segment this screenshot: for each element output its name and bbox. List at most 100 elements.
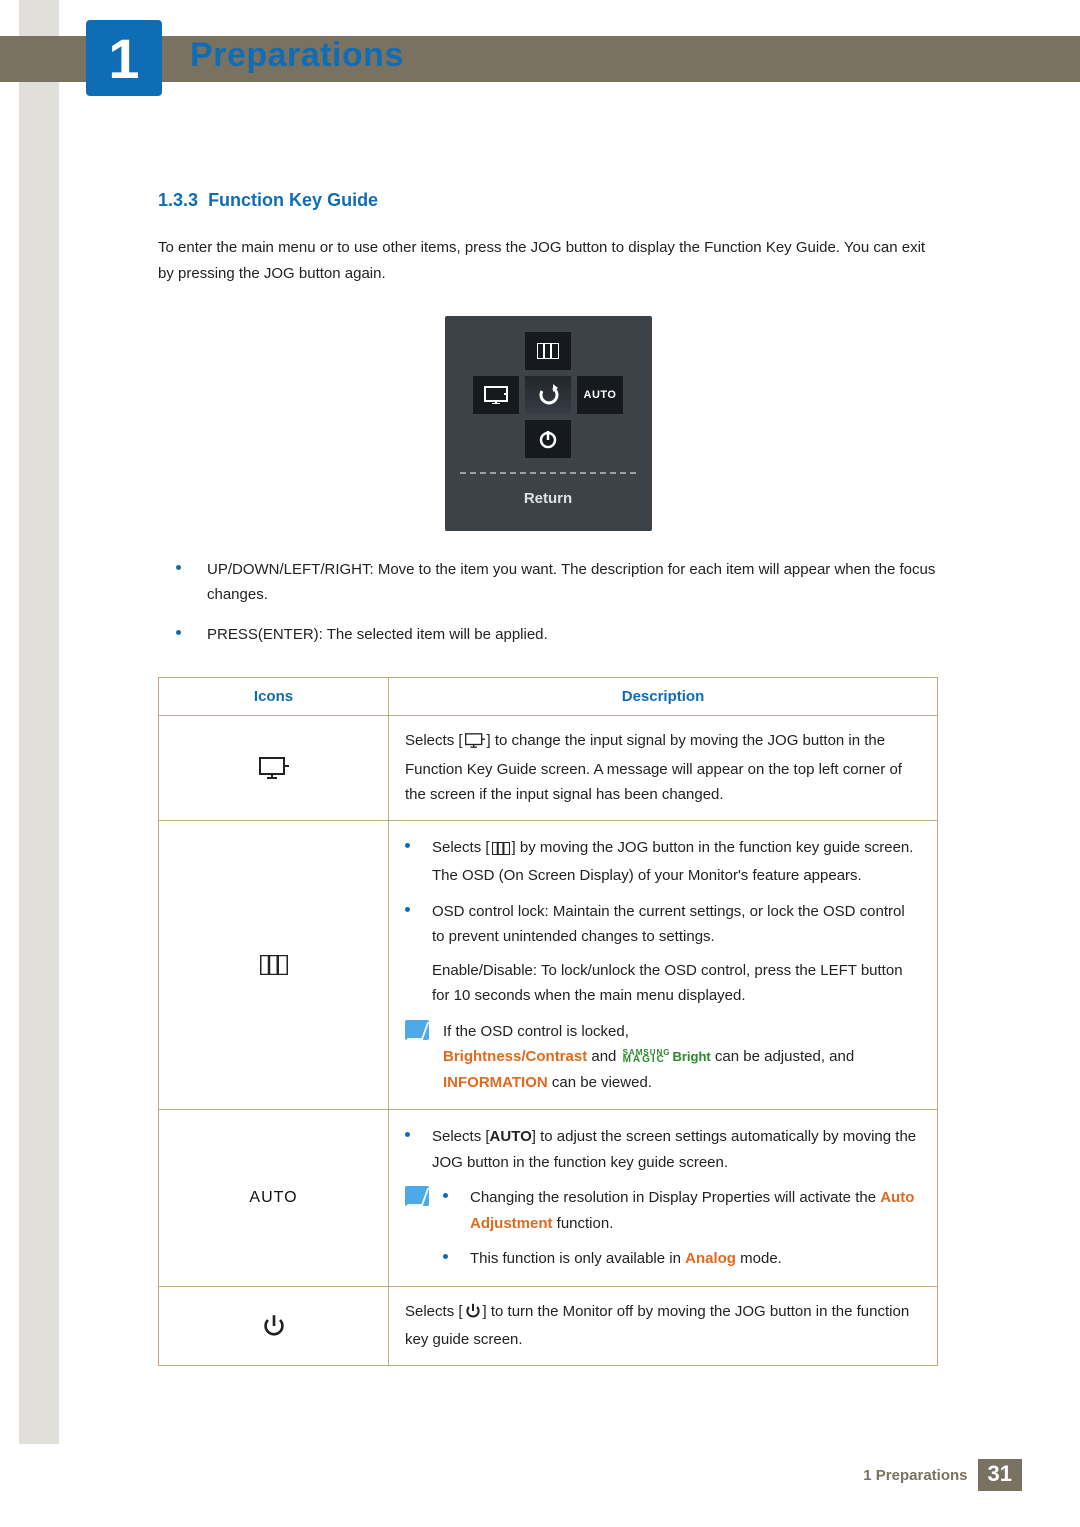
bullet-dot-icon — [405, 1132, 410, 1137]
bullet-dot-icon — [176, 565, 181, 570]
menu-icon — [537, 343, 559, 359]
desc-bullet: Selects [] by moving the JOG button in t… — [405, 835, 921, 889]
table-row-menu: Selects [] by moving the JOG button in t… — [159, 820, 938, 1110]
chapter-number: 1 — [108, 26, 139, 91]
section-number: 1.3.3 — [158, 190, 198, 210]
text: Changing the resolution in Display Prope… — [470, 1189, 880, 1206]
desc-bullet: Changing the resolution in Display Prope… — [443, 1185, 921, 1236]
bullet-dot-icon — [405, 907, 410, 912]
osd-return-label: Return — [524, 490, 572, 507]
note-icon — [405, 1020, 429, 1040]
icon-cell-auto: AUTO — [159, 1110, 389, 1287]
menu-icon-inline — [492, 838, 510, 864]
intro-paragraph: To enter the main menu or to use other i… — [158, 235, 938, 288]
page: 1 Preparations 1.3.3 Function Key Guide … — [0, 0, 1080, 1527]
text: Selects [ — [405, 1303, 463, 1320]
text: Selects [ — [405, 732, 463, 749]
bullet-dot-icon — [443, 1254, 448, 1259]
note-box: If the OSD control is locked, Brightness… — [405, 1019, 921, 1096]
icon-cell-menu — [159, 820, 389, 1110]
osd-diagram: AUTO Return — [445, 316, 652, 531]
bullet-dot-icon — [443, 1193, 448, 1198]
osd-divider — [460, 472, 636, 474]
instruction-bullets: UP/DOWN/LEFT/RIGHT: Move to the item you… — [158, 557, 938, 648]
table-header-row: Icons Description — [159, 678, 938, 716]
power-icon — [538, 429, 558, 449]
left-sidebar-stripe — [19, 0, 59, 1444]
icon-cell-power — [159, 1286, 389, 1365]
osd-row-bottom — [525, 420, 571, 458]
bullet-dot-icon — [405, 843, 410, 848]
text: can be adjusted, and — [711, 1048, 854, 1065]
text: and — [587, 1048, 620, 1065]
note-icon — [405, 1186, 429, 1206]
bullet-text: PRESS(ENTER): The selected item will be … — [207, 622, 548, 648]
section-heading: 1.3.3 Function Key Guide — [158, 190, 938, 211]
return-arrow-icon — [537, 384, 559, 406]
desc-bullets: Selects [] by moving the JOG button in t… — [405, 833, 921, 1098]
desc-bullets: Selects [AUTO] to adjust the screen sett… — [405, 1122, 921, 1274]
desc-cell-power: Selects [] to turn the Monitor off by mo… — [389, 1286, 938, 1365]
desc-text: This function is only available in Analo… — [470, 1246, 921, 1272]
desc-text: Selects [] by moving the JOG button in t… — [432, 835, 921, 889]
osd-row-top — [525, 332, 571, 370]
note-box: Changing the resolution in Display Prope… — [405, 1185, 921, 1272]
icon-cell-source — [159, 716, 389, 821]
text: Selects [ — [432, 839, 490, 856]
desc-bullet: OSD control lock: Maintain the current s… — [405, 899, 921, 1009]
text: Selects [ — [432, 1128, 490, 1145]
osd-auto-button: AUTO — [577, 376, 623, 414]
desc-cell-auto: Selects [AUTO] to adjust the screen sett… — [389, 1110, 938, 1287]
footer-page-number: 31 — [978, 1459, 1022, 1491]
source-icon — [484, 386, 508, 404]
desc-cell-source: Selects [] to change the input signal by… — [389, 716, 938, 821]
icons-description-table: Icons Description Selects [] to change t… — [158, 677, 938, 1366]
text-brightness: Brightness — [443, 1048, 521, 1065]
note-styled-line: Brightness/Contrast and SAMSUNGMAGICBrig… — [443, 1044, 921, 1095]
osd-row-mid: AUTO — [473, 376, 623, 414]
osd-menu-button — [525, 332, 571, 370]
table-header-icons: Icons — [159, 678, 389, 716]
desc-text: OSD control lock: Maintain the current s… — [432, 899, 921, 1009]
menu-icon — [260, 955, 288, 975]
text: Enable/Disable: To lock/unlock the OSD c… — [432, 958, 921, 1009]
text-information: INFORMATION — [443, 1074, 548, 1091]
note-text: If the OSD control is locked, Brightness… — [443, 1019, 921, 1096]
text: mode. — [736, 1250, 782, 1267]
text-contrast: Contrast — [526, 1048, 588, 1065]
samsung-magic-label: SAMSUNGMAGIC — [623, 1050, 671, 1064]
desc-text: Changing the resolution in Display Prope… — [470, 1185, 921, 1236]
text: OSD control lock: Maintain the current s… — [432, 899, 921, 950]
footer-chapter-label: 1 Preparations — [863, 1467, 967, 1484]
table-row-source: Selects [] to change the input signal by… — [159, 716, 938, 821]
osd-power-button — [525, 420, 571, 458]
desc-bullet: Selects [AUTO] to adjust the screen sett… — [405, 1124, 921, 1175]
source-icon-inline — [465, 731, 485, 757]
text: can be viewed. — [548, 1074, 652, 1091]
section-title: Function Key Guide — [208, 190, 378, 210]
bullet-item: UP/DOWN/LEFT/RIGHT: Move to the item you… — [176, 557, 938, 608]
table-header-description: Description — [389, 678, 938, 716]
text-auto-inline: AUTO — [490, 1128, 532, 1145]
desc-text: Selects [AUTO] to adjust the screen sett… — [432, 1124, 921, 1175]
text: ] to turn the Monitor off by moving the … — [405, 1303, 909, 1349]
power-icon — [262, 1314, 286, 1338]
osd-auto-label: AUTO — [584, 389, 617, 401]
bullet-text: UP/DOWN/LEFT/RIGHT: Move to the item you… — [207, 557, 938, 608]
page-footer: 1 Preparations 31 — [863, 1459, 1022, 1491]
osd-source-button — [473, 376, 519, 414]
text-analog: Analog — [685, 1250, 736, 1267]
power-icon-inline — [465, 1302, 481, 1328]
text: function. — [553, 1215, 614, 1232]
bullet-dot-icon — [176, 630, 181, 635]
top-bar — [0, 36, 1080, 82]
text: MAGIC — [623, 1056, 671, 1064]
desc-bullet: This function is only available in Analo… — [443, 1246, 921, 1272]
content-area: 1.3.3 Function Key Guide To enter the ma… — [158, 190, 938, 1366]
source-icon — [259, 757, 289, 779]
osd-return-button — [525, 376, 571, 414]
chapter-number-badge: 1 — [86, 20, 162, 96]
auto-label: AUTO — [249, 1189, 297, 1206]
text-bright: Bright — [672, 1049, 710, 1064]
text: This function is only available in — [470, 1250, 685, 1267]
